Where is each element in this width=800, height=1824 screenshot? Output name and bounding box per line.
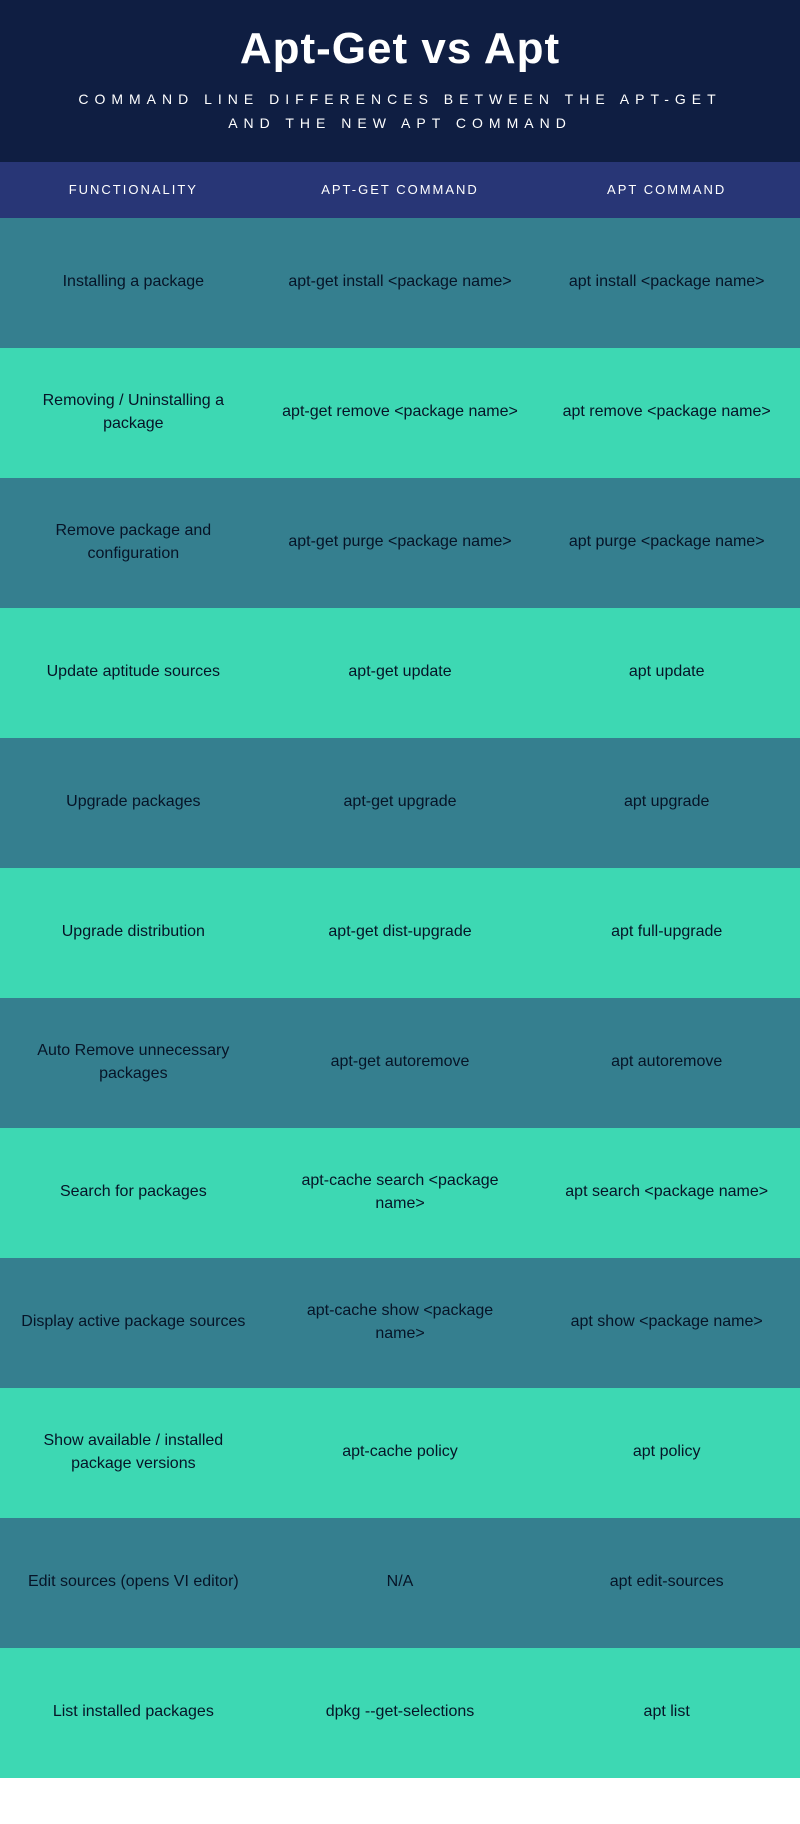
cell-functionality: Upgrade packages (0, 791, 267, 813)
cell-functionality: Show available / installed package versi… (0, 1430, 267, 1475)
table-row: Upgrade packagesapt-get upgradeapt upgra… (0, 738, 800, 868)
table-row: Update aptitude sourcesapt-get updateapt… (0, 608, 800, 738)
cell-aptget: apt-get autoremove (267, 1051, 534, 1073)
table-row: Edit sources (opens VI editor)N/Aapt edi… (0, 1518, 800, 1648)
col-aptget: APT-GET COMMAND (267, 182, 534, 197)
page-subtitle: COMMAND LINE DIFFERENCES BETWEEN THE APT… (60, 88, 740, 136)
table-row: Display active package sourcesapt-cache … (0, 1258, 800, 1388)
header: Apt-Get vs Apt COMMAND LINE DIFFERENCES … (0, 0, 800, 162)
table-row: Remove package and configurationapt-get … (0, 478, 800, 608)
table-row: Show available / installed package versi… (0, 1388, 800, 1518)
cell-functionality: Upgrade distribution (0, 921, 267, 943)
cell-functionality: Installing a package (0, 271, 267, 293)
cell-aptget: apt-get install <package name> (267, 271, 534, 293)
table-row: Auto Remove unnecessary packagesapt-get … (0, 998, 800, 1128)
cell-aptget: apt-get dist-upgrade (267, 921, 534, 943)
cell-aptget: apt-cache show <package name> (267, 1300, 534, 1345)
cell-aptget: apt-get remove <package name> (267, 401, 534, 423)
cell-functionality: Display active package sources (0, 1311, 267, 1333)
table-row: Search for packagesapt-cache search <pac… (0, 1128, 800, 1258)
cell-apt: apt install <package name> (533, 271, 800, 293)
cell-apt: apt policy (533, 1441, 800, 1463)
cell-apt: apt update (533, 661, 800, 683)
table-row: Upgrade distributionapt-get dist-upgrade… (0, 868, 800, 998)
table-row: Removing / Uninstalling a packageapt-get… (0, 348, 800, 478)
table-body: Installing a packageapt-get install <pac… (0, 218, 800, 1778)
cell-functionality: List installed packages (0, 1701, 267, 1723)
cell-apt: apt full-upgrade (533, 921, 800, 943)
cell-apt: apt list (533, 1701, 800, 1723)
cell-functionality: Removing / Uninstalling a package (0, 390, 267, 435)
cell-aptget: dpkg --get-selections (267, 1701, 534, 1723)
cell-functionality: Edit sources (opens VI editor) (0, 1571, 267, 1593)
table-header: FUNCTIONALITY APT-GET COMMAND APT COMMAN… (0, 162, 800, 218)
cell-aptget: apt-cache search <package name> (267, 1170, 534, 1215)
cell-aptget: apt-cache policy (267, 1441, 534, 1463)
table-row: Installing a packageapt-get install <pac… (0, 218, 800, 348)
cell-apt: apt remove <package name> (533, 401, 800, 423)
page-title: Apt-Get vs Apt (60, 24, 740, 74)
cell-apt: apt upgrade (533, 791, 800, 813)
table-row: List installed packagesdpkg --get-select… (0, 1648, 800, 1778)
cell-apt: apt autoremove (533, 1051, 800, 1073)
cell-aptget: apt-get update (267, 661, 534, 683)
cell-apt: apt purge <package name> (533, 531, 800, 553)
cell-functionality: Remove package and configuration (0, 520, 267, 565)
col-functionality: FUNCTIONALITY (0, 182, 267, 197)
col-apt: APT COMMAND (533, 182, 800, 197)
cell-functionality: Search for packages (0, 1181, 267, 1203)
cell-apt: apt show <package name> (533, 1311, 800, 1333)
cell-aptget: apt-get purge <package name> (267, 531, 534, 553)
cell-aptget: apt-get upgrade (267, 791, 534, 813)
cell-functionality: Auto Remove unnecessary packages (0, 1040, 267, 1085)
cell-apt: apt search <package name> (533, 1181, 800, 1203)
cell-functionality: Update aptitude sources (0, 661, 267, 683)
cell-aptget: N/A (267, 1571, 534, 1593)
cell-apt: apt edit-sources (533, 1571, 800, 1593)
